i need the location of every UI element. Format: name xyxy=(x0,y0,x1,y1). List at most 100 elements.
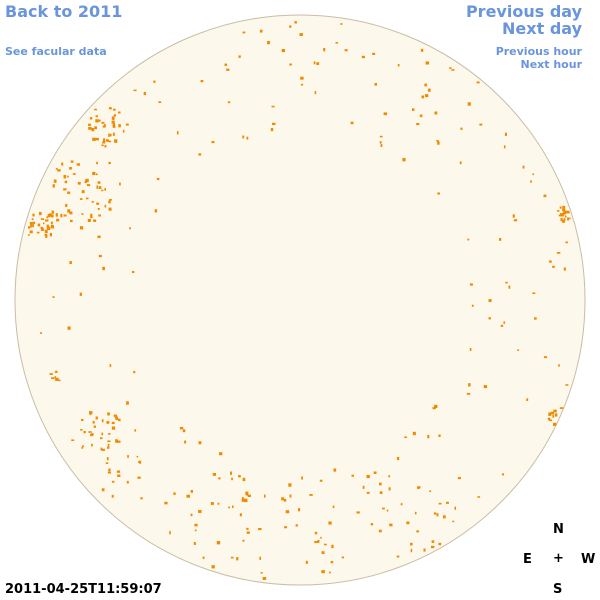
facula xyxy=(117,418,121,422)
facula xyxy=(259,556,262,560)
facula xyxy=(28,226,31,229)
back-link[interactable]: Back to 2011 xyxy=(5,2,123,21)
previous-hour-link[interactable]: Previous hour xyxy=(495,45,582,58)
facula xyxy=(558,214,562,217)
facula xyxy=(47,226,51,231)
facula xyxy=(88,431,92,433)
facula xyxy=(50,221,53,224)
facula xyxy=(379,482,382,486)
facula xyxy=(557,210,560,212)
facula xyxy=(80,429,83,431)
facula xyxy=(82,445,84,448)
facula xyxy=(350,121,354,125)
facula xyxy=(83,431,86,434)
facula xyxy=(434,404,438,408)
facula xyxy=(247,494,251,497)
next-hour-link[interactable]: Next hour xyxy=(520,58,583,71)
facula xyxy=(289,63,292,66)
facula xyxy=(505,281,508,284)
facula xyxy=(106,421,110,424)
facula xyxy=(443,515,446,519)
facula xyxy=(543,194,547,198)
facula xyxy=(94,108,97,111)
facula xyxy=(548,260,552,263)
facula xyxy=(420,48,424,52)
facula xyxy=(79,226,84,230)
previous-day-link[interactable]: Previous day xyxy=(465,2,582,21)
facula xyxy=(402,157,406,162)
facula xyxy=(50,214,54,218)
facula xyxy=(200,80,204,83)
facula xyxy=(106,457,109,461)
facula xyxy=(169,531,171,535)
facula xyxy=(139,460,142,464)
facula xyxy=(86,184,91,187)
facula xyxy=(246,531,250,534)
facula xyxy=(431,545,435,549)
facula xyxy=(389,523,393,527)
facula xyxy=(52,296,55,298)
facula xyxy=(101,448,105,451)
facula xyxy=(564,210,567,213)
facula xyxy=(467,102,471,106)
facula xyxy=(126,401,129,405)
facula xyxy=(72,173,76,175)
facula xyxy=(560,217,563,222)
facula xyxy=(101,189,104,192)
facula xyxy=(305,560,308,564)
facula xyxy=(91,201,94,203)
facula xyxy=(309,494,313,496)
facula xyxy=(300,83,304,86)
facula xyxy=(98,254,102,258)
facula xyxy=(242,496,244,500)
facula xyxy=(483,385,488,389)
facula xyxy=(117,440,121,443)
facula xyxy=(88,126,92,130)
facula xyxy=(416,530,420,533)
facula xyxy=(60,213,63,218)
facula xyxy=(46,216,49,219)
facula xyxy=(112,124,116,128)
facula xyxy=(30,224,33,228)
facula xyxy=(427,434,430,439)
facula xyxy=(129,227,131,230)
facula xyxy=(373,471,377,474)
facula xyxy=(158,101,162,104)
facula xyxy=(39,211,42,216)
next-day-link[interactable]: Next day xyxy=(502,19,582,38)
facula xyxy=(69,211,73,215)
facula xyxy=(101,144,104,147)
facula xyxy=(112,132,115,136)
facula xyxy=(134,429,137,432)
facula xyxy=(182,429,186,433)
timestamp: 2011-04-25T11:59:07 xyxy=(5,582,162,597)
facula xyxy=(32,213,35,217)
compass-south: S xyxy=(553,582,563,597)
facula xyxy=(108,200,111,204)
facula xyxy=(118,124,121,128)
facula xyxy=(109,140,112,143)
facula xyxy=(566,210,570,214)
facula xyxy=(126,480,129,484)
facula xyxy=(226,68,230,71)
facula xyxy=(242,539,245,542)
facula xyxy=(93,219,97,222)
facula xyxy=(562,205,566,210)
facula xyxy=(550,411,555,415)
facula xyxy=(90,117,93,120)
facula xyxy=(119,182,121,186)
facula xyxy=(108,468,111,472)
facula xyxy=(236,557,239,561)
facula xyxy=(202,556,205,560)
facula xyxy=(260,572,263,574)
facula xyxy=(217,502,220,505)
facular-link[interactable]: See facular data xyxy=(5,45,107,58)
facula xyxy=(246,136,249,140)
facula xyxy=(264,494,266,498)
facula xyxy=(504,132,507,136)
facula xyxy=(104,187,106,191)
facula xyxy=(396,456,400,461)
facula xyxy=(438,502,442,505)
facula xyxy=(95,416,98,420)
